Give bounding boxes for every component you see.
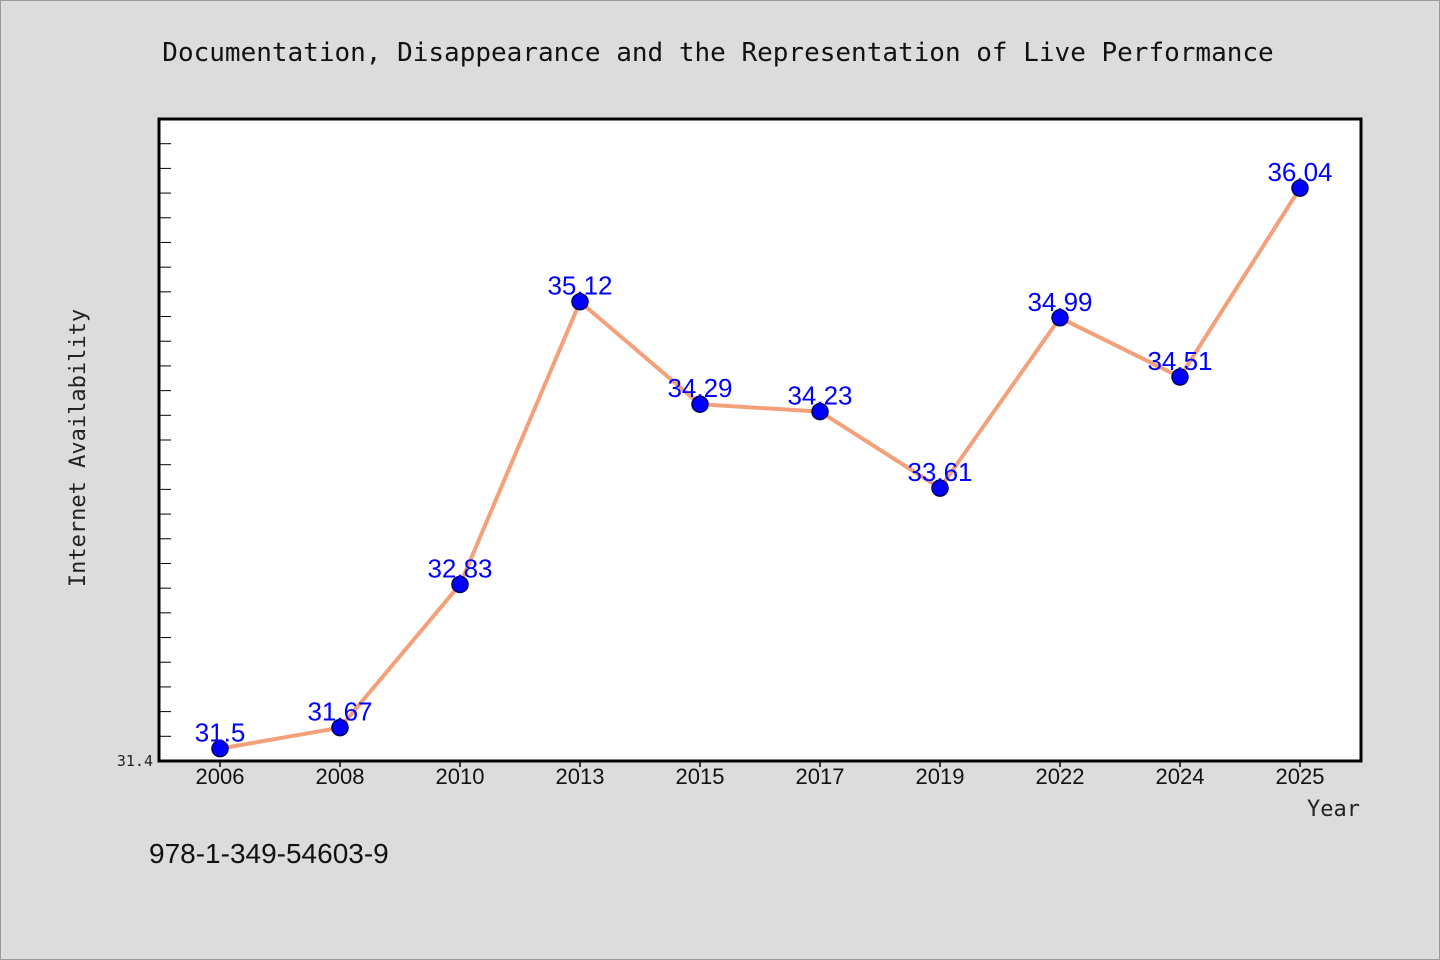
x-axis-ticks: 2006 2008 2010 2013 2015 2017 2019 2022 2024 2025 xyxy=(196,761,1325,789)
y-axis-minor-ticks xyxy=(159,143,171,737)
y-tick-label: 31.4 xyxy=(117,752,153,770)
x-tick-label: 2008 xyxy=(316,764,365,789)
data-label: 31.5 xyxy=(195,718,246,748)
isbn-text: 978-1-349-54603-9 xyxy=(149,838,389,869)
chart-title: Documentation, Disappearance and the Rep… xyxy=(162,38,1273,68)
data-label: 34.99 xyxy=(1027,287,1092,317)
series-line-group xyxy=(219,187,1302,751)
data-label: 34.29 xyxy=(667,373,732,403)
data-label: 35.12 xyxy=(547,271,612,301)
data-label: 34.51 xyxy=(1147,346,1212,376)
data-point xyxy=(211,739,229,758)
data-point xyxy=(691,395,709,413)
data-point xyxy=(1171,368,1189,386)
y-axis-label: Internet Availability xyxy=(66,309,91,587)
data-point xyxy=(1051,309,1069,327)
data-labels-group: 31.5 31.67 32.83 35.12 34.29 34.23 33.61 34.99 3… xyxy=(195,157,1333,748)
data-label: 33.61 xyxy=(907,457,972,487)
series-markers-group xyxy=(211,179,1309,758)
data-point xyxy=(571,292,589,311)
data-point xyxy=(931,479,949,497)
series-line xyxy=(219,187,1302,751)
data-point xyxy=(1291,179,1309,197)
x-tick-label: 2010 xyxy=(436,764,485,789)
data-label: 31.67 xyxy=(307,697,372,727)
data-point xyxy=(811,402,829,421)
x-tick-label: 2022 xyxy=(1036,764,1085,789)
x-tick-label: 2017 xyxy=(796,764,845,789)
data-label: 36.04 xyxy=(1267,157,1332,187)
x-tick-label: 2019 xyxy=(916,764,965,789)
x-tick-label: 2006 xyxy=(196,764,245,789)
x-tick-label: 2015 xyxy=(676,764,725,789)
x-tick-label: 2013 xyxy=(556,764,605,789)
x-axis-label: Year xyxy=(1307,797,1360,822)
plot-area xyxy=(157,117,1363,763)
data-label: 32.83 xyxy=(427,553,492,583)
data-label: 34.23 xyxy=(787,381,852,411)
data-point xyxy=(331,718,349,737)
data-point xyxy=(451,575,469,594)
x-tick-label: 2025 xyxy=(1276,764,1325,789)
x-tick-label: 2024 xyxy=(1156,764,1205,789)
